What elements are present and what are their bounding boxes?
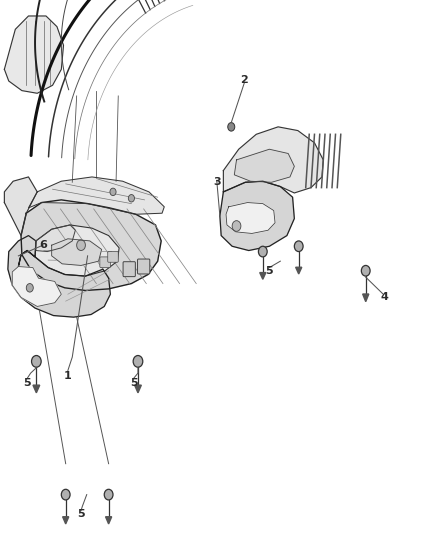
Polygon shape xyxy=(21,200,161,290)
Polygon shape xyxy=(12,266,61,306)
Text: 4: 4 xyxy=(381,292,389,302)
Circle shape xyxy=(104,489,113,500)
FancyBboxPatch shape xyxy=(108,252,118,262)
FancyBboxPatch shape xyxy=(123,262,135,277)
Circle shape xyxy=(32,356,41,367)
Text: 5: 5 xyxy=(23,378,31,387)
Polygon shape xyxy=(63,517,69,524)
FancyBboxPatch shape xyxy=(138,259,150,274)
Polygon shape xyxy=(36,225,75,252)
Circle shape xyxy=(228,123,235,131)
Polygon shape xyxy=(260,272,266,279)
Polygon shape xyxy=(8,236,110,317)
Polygon shape xyxy=(28,177,164,214)
FancyBboxPatch shape xyxy=(100,257,110,268)
Polygon shape xyxy=(106,517,112,524)
Polygon shape xyxy=(363,294,369,302)
Text: 5: 5 xyxy=(77,510,85,519)
Text: 3: 3 xyxy=(213,177,221,187)
Polygon shape xyxy=(226,203,275,233)
Circle shape xyxy=(232,221,241,231)
Circle shape xyxy=(133,356,143,367)
Circle shape xyxy=(110,188,116,196)
Polygon shape xyxy=(4,16,64,93)
Polygon shape xyxy=(234,149,294,182)
Text: 1: 1 xyxy=(64,371,72,381)
Polygon shape xyxy=(296,267,302,274)
Circle shape xyxy=(77,240,85,251)
Polygon shape xyxy=(33,385,40,393)
Polygon shape xyxy=(134,385,141,393)
Polygon shape xyxy=(223,127,323,193)
Circle shape xyxy=(294,241,303,252)
Text: 5: 5 xyxy=(130,378,138,387)
Polygon shape xyxy=(220,181,294,251)
Circle shape xyxy=(26,284,33,292)
Circle shape xyxy=(128,195,134,202)
Polygon shape xyxy=(52,239,102,265)
Polygon shape xyxy=(35,225,119,276)
Circle shape xyxy=(61,489,70,500)
Text: 6: 6 xyxy=(39,240,47,250)
Circle shape xyxy=(361,265,370,276)
Polygon shape xyxy=(4,177,37,236)
Circle shape xyxy=(258,246,267,257)
Text: 2: 2 xyxy=(240,75,248,85)
Text: 5: 5 xyxy=(265,266,273,276)
